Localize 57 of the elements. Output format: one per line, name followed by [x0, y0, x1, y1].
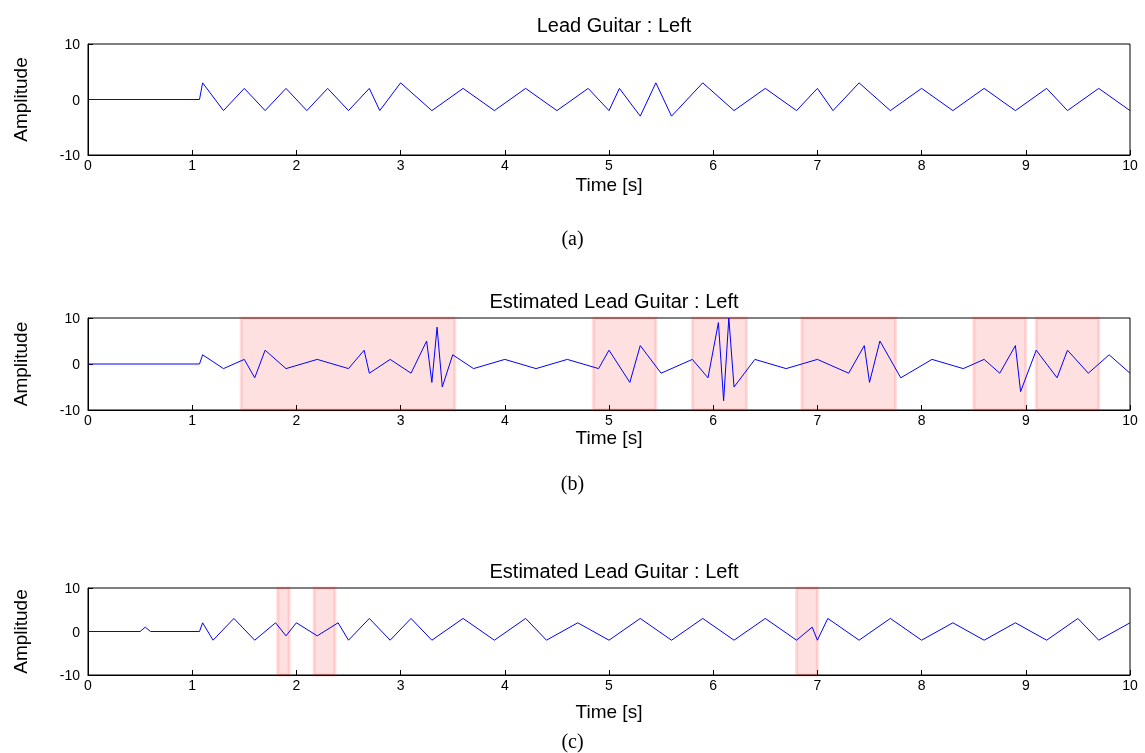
y-tick-label: 0 [72, 91, 81, 108]
y-tick-label: 0 [72, 356, 81, 372]
x-tick-label: 8 [917, 157, 926, 173]
x-tick-label: 4 [500, 677, 509, 693]
x-tick-label: 3 [396, 157, 405, 173]
y-tick-label: 10 [64, 36, 81, 52]
text: (c) [561, 730, 584, 753]
y-tick-label: 10 [64, 310, 81, 326]
chart-title: Estimated Lead Guitar : Left [489, 290, 739, 312]
line-series [87, 82, 1131, 117]
x-tick-label: 1 [188, 157, 197, 173]
x-tick-label: 3 [396, 412, 405, 428]
y-axis-title: Amplitude [10, 321, 31, 407]
x-tick-label: 5 [605, 677, 614, 693]
x-axis-title: Time [s] [575, 426, 643, 448]
x-tick-label: 6 [709, 677, 718, 693]
x-tick-label: 4 [500, 412, 509, 428]
text: (a) [561, 227, 584, 250]
y-axis-title: Amplitude [10, 589, 31, 674]
y-axis-title: Amplitude [10, 57, 31, 142]
x-tick-label: 2 [292, 677, 301, 693]
x-tick-label: 6 [709, 157, 718, 173]
x-tick-label: 10 [1122, 157, 1138, 173]
line-series [87, 617, 1131, 641]
line-series [87, 317, 1131, 402]
x-tick-label: 1 [188, 677, 197, 693]
x-tick-label: 2 [292, 157, 301, 173]
x-tick-label: 6 [709, 412, 718, 428]
x-tick-label: 10 [1122, 677, 1138, 693]
x-tick-label: 7 [813, 412, 822, 428]
x-tick-label: 5 [605, 412, 614, 428]
x-tick-label: 7 [813, 157, 822, 173]
x-tick-label: 9 [1021, 412, 1030, 428]
chart-title: Lead Guitar : Left [536, 14, 692, 36]
x-tick-label: 7 [813, 677, 822, 693]
x-tick-label: 2 [292, 412, 301, 428]
y-tick-label: -10 [59, 147, 81, 163]
y-tick-label: 0 [72, 623, 81, 640]
text: (b) [560, 472, 585, 495]
x-axis-title: Time [s] [575, 701, 643, 722]
x-tick-label: 10 [1122, 412, 1138, 428]
x-tick-label: 9 [1021, 677, 1030, 693]
x-tick-label: 8 [917, 412, 926, 428]
chart-title: Estimated Lead Guitar : Left [489, 560, 739, 582]
x-tick-label: 1 [188, 412, 197, 428]
y-tick-label: -10 [59, 402, 81, 418]
x-tick-label: 9 [1021, 157, 1030, 173]
y-tick-label: -10 [59, 667, 81, 683]
x-tick-label: 5 [605, 157, 614, 173]
x-tick-label: 0 [84, 412, 93, 428]
x-tick-label: 0 [84, 157, 93, 173]
x-tick-label: 8 [917, 677, 926, 693]
x-tick-label: 3 [396, 677, 405, 693]
y-tick-label: 10 [64, 580, 81, 596]
x-tick-label: 0 [84, 677, 93, 693]
x-axis-title: Time [s] [575, 174, 643, 195]
x-tick-label: 4 [500, 157, 509, 173]
